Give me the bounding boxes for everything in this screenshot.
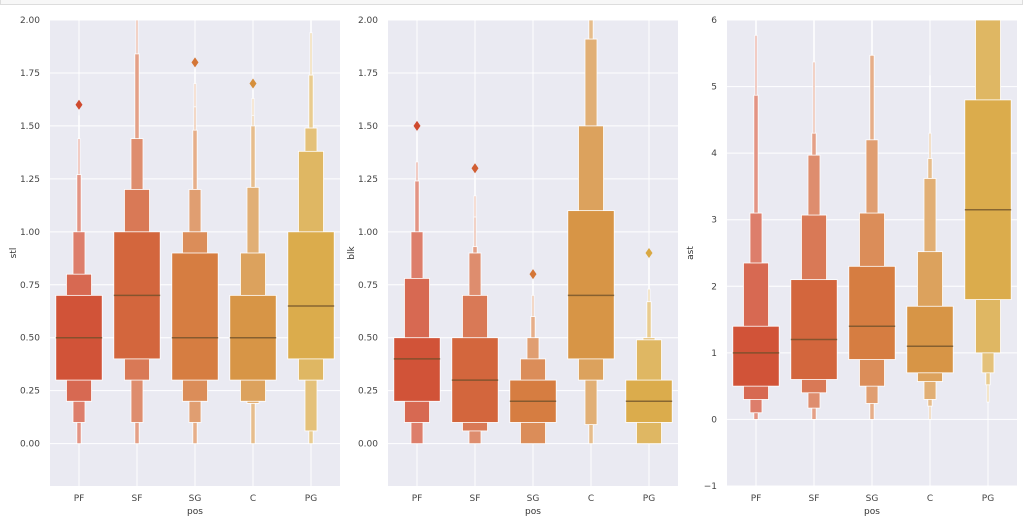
y-tick-label: 1 <box>711 349 717 359</box>
x-tick-label: C <box>588 494 594 504</box>
outlier-marker <box>471 163 479 174</box>
y-axis-label: ast <box>686 246 696 260</box>
x-tick-label: SF <box>470 494 481 504</box>
x-tick-label: PF <box>751 494 762 504</box>
outlier-marker <box>249 78 257 89</box>
y-tick-label: 0 <box>711 415 717 425</box>
y-tick-label: 1.75 <box>358 69 378 79</box>
x-axis-label: pos <box>525 507 541 517</box>
x-tick-label: C <box>250 494 256 504</box>
y-tick-label: 3 <box>711 216 717 226</box>
x-tick-label: SF <box>809 494 820 504</box>
y-tick-label: 1.75 <box>20 69 40 79</box>
x-tick-label: SG <box>527 494 540 504</box>
x-tick-label: PF <box>74 494 85 504</box>
y-tick-label: 1.50 <box>358 122 378 132</box>
outlier-marker <box>75 99 83 110</box>
boxen-level <box>732 325 780 387</box>
x-tick-label: PG <box>982 494 994 504</box>
outlier-marker <box>413 120 421 131</box>
y-tick-label: 4 <box>711 149 717 159</box>
boxen-PG <box>287 20 335 445</box>
x-tick-label: SF <box>132 494 143 504</box>
boxen-level <box>848 265 896 360</box>
y-tick-label: 0.50 <box>358 334 378 344</box>
y-tick-label: 2.00 <box>358 16 378 26</box>
boxen-PG <box>625 248 673 445</box>
boxen-SF <box>113 20 161 445</box>
y-tick-label: 0.75 <box>358 281 378 291</box>
y-tick-label: 1.50 <box>20 122 40 132</box>
x-axis-label: pos <box>187 507 203 517</box>
boxen-level <box>906 305 954 374</box>
x-tick-label: PG <box>305 494 317 504</box>
y-tick-label: 2 <box>711 282 717 292</box>
y-tick-label: 0.00 <box>358 440 378 450</box>
window-top-border <box>0 0 1023 5</box>
boxen-C <box>229 78 277 445</box>
subplot-stl: 0.00 0.25 0.50 0.75 1.00 1.25 1.50 1.75 2.00 PF SF… <box>9 16 340 517</box>
boxen-PG <box>964 20 1012 403</box>
boxen-SF <box>451 163 499 445</box>
boxen-PF <box>55 99 103 445</box>
window-left-border <box>0 0 1 4</box>
boxen-level <box>287 231 335 360</box>
y-tick-label: 0.25 <box>358 387 378 397</box>
boxen-level <box>171 252 219 381</box>
boxen-level <box>567 210 615 360</box>
x-tick-label: PG <box>643 494 655 504</box>
y-axis-label: stl <box>9 248 19 259</box>
boxen-SG <box>509 269 557 445</box>
y-tick-label: 5 <box>711 83 717 93</box>
y-tick-label: 1.25 <box>20 175 40 185</box>
boxen-SG <box>848 20 896 420</box>
x-tick-label: SG <box>866 494 879 504</box>
outlier-marker <box>191 57 199 68</box>
x-axis-label: pos <box>864 507 880 517</box>
y-tick-label: 0.25 <box>20 387 40 397</box>
y-tick-label: 0.75 <box>20 281 40 291</box>
boxen-layer <box>55 20 335 445</box>
boxen-SF <box>790 20 838 420</box>
outlier-marker <box>645 248 653 258</box>
boxen-SG <box>171 57 219 445</box>
boxen-C <box>567 20 615 445</box>
y-tick-label: 0.00 <box>20 440 40 450</box>
boxen-level <box>964 99 1012 300</box>
x-tick-label: C <box>927 494 933 504</box>
x-tick-label: PF <box>412 494 423 504</box>
y-axis-label: blk <box>347 246 357 260</box>
boxen-C <box>906 75 954 420</box>
y-tick-label: 6 <box>711 16 717 26</box>
y-tick-label: 1.25 <box>358 175 378 185</box>
y-tick-label: 2.00 <box>20 16 40 26</box>
y-tick-label: 0.50 <box>20 334 40 344</box>
x-tick-label: SG <box>189 494 202 504</box>
y-tick-label: 1.00 <box>20 228 40 238</box>
y-tick-label: 1.00 <box>358 228 378 238</box>
subplot-ast: −1 0 1 2 3 4 5 6 PF SF SG C PG pos ast <box>686 16 1017 517</box>
boxen-layer <box>732 20 1012 420</box>
boxen-layer <box>393 20 673 445</box>
boxen-level <box>393 337 441 402</box>
subplot-blk: 0.00 0.25 0.50 0.75 1.00 1.25 1.50 1.75 2.00 PF SF… <box>347 16 678 517</box>
boxen-level <box>790 279 838 380</box>
outlier-marker <box>529 269 537 280</box>
y-tick-label: −1 <box>704 482 717 492</box>
boxen-PF <box>732 20 780 420</box>
boxen-PF <box>393 120 441 445</box>
